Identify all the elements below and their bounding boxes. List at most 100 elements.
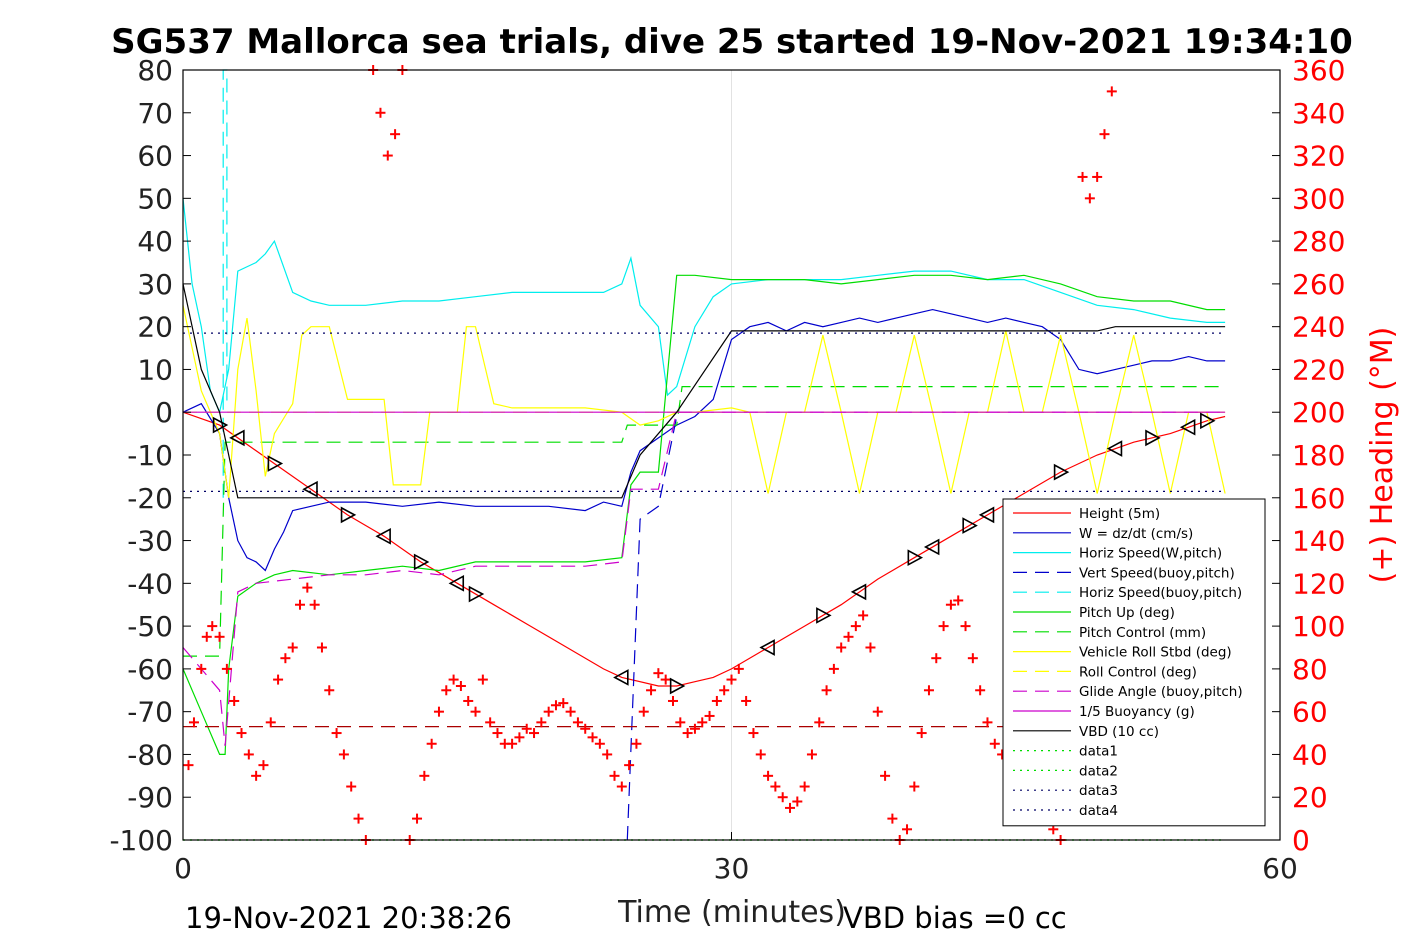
heading-point	[1099, 129, 1110, 140]
heading-point	[448, 674, 459, 685]
direction-marker	[1200, 412, 1216, 430]
right-axis: 3603403203002802602402202001801601401201…	[1272, 54, 1345, 857]
legend-label: Vert Speed(buoy,pitch)	[1079, 565, 1235, 581]
heading-point	[638, 706, 649, 717]
right-tick-label: 240	[1292, 311, 1345, 344]
heading-point	[214, 631, 225, 642]
legend-label: VBD (10 cc)	[1079, 724, 1159, 740]
plot-lines	[182, 69, 1226, 841]
heading-point	[441, 685, 452, 696]
heading-point	[938, 621, 949, 632]
left-tick-label: -40	[127, 567, 173, 600]
heading-point	[989, 738, 1000, 749]
heading-point	[280, 653, 291, 664]
heading-point	[382, 150, 393, 161]
direction-marker	[923, 538, 940, 556]
direction-marker	[1179, 418, 1196, 436]
footer-vbd-bias: VBD bias =0 cc	[843, 901, 1067, 935]
heading-point	[302, 582, 313, 593]
left-tick-label: -60	[127, 653, 173, 686]
right-tick-label: 140	[1292, 525, 1345, 558]
heading-point	[909, 781, 920, 792]
series-line-6	[183, 386, 1226, 657]
x-tick-label: 0	[174, 852, 192, 885]
heading-point	[1106, 86, 1117, 97]
heading-point	[624, 760, 635, 771]
x-tick-label: 30	[714, 852, 750, 885]
direction-markers	[212, 412, 1216, 695]
series-line-2	[182, 198, 1226, 415]
heading-point	[426, 738, 437, 749]
heading-point	[602, 749, 613, 760]
direction-marker	[907, 549, 924, 567]
heading-point	[463, 695, 474, 706]
heading-point	[1077, 171, 1088, 182]
right-tick-label: 300	[1292, 182, 1345, 215]
legend-label: Vehicle Roll Stbd (deg)	[1079, 645, 1232, 661]
heading-point	[229, 695, 240, 706]
direction-marker	[212, 416, 229, 434]
heading-point	[865, 642, 876, 653]
direction-marker	[850, 583, 867, 601]
heading-point	[324, 685, 335, 696]
heading-point	[858, 610, 869, 621]
right-tick-label: 280	[1292, 225, 1345, 258]
legend-label: Height (5m)	[1079, 506, 1160, 522]
heading-point	[295, 599, 306, 610]
heading-point	[485, 717, 496, 728]
heading-point	[433, 706, 444, 717]
heading-point	[543, 706, 554, 717]
heading-point	[814, 717, 825, 728]
heading-point	[785, 802, 796, 813]
heading-point	[529, 728, 540, 739]
heading-point	[763, 770, 774, 781]
heading-point	[609, 770, 620, 781]
left-tick-label: -20	[127, 482, 173, 515]
series-line-5	[182, 274, 1226, 756]
right-tick-label: 340	[1292, 97, 1345, 130]
heading-point	[689, 723, 700, 734]
heading-point	[390, 129, 401, 140]
direction-marker	[375, 527, 391, 545]
legend-box	[1002, 498, 1266, 827]
direction-marker	[759, 639, 775, 656]
chart-title: SG537 Mallorca sea trials, dive 25 start…	[111, 22, 1353, 62]
series-line-9	[182, 411, 1226, 746]
heading-point	[521, 723, 532, 734]
direction-marker	[413, 553, 430, 571]
heading-point	[982, 717, 993, 728]
heading-point	[587, 732, 598, 743]
heading-point	[975, 685, 986, 696]
direction-marker	[962, 517, 978, 534]
heading-point	[792, 796, 803, 807]
direction-marker	[669, 677, 686, 695]
right-tick-label: 320	[1292, 140, 1345, 173]
y-axis-label-right: (+) Heading (°M)	[1365, 327, 1400, 584]
heading-point	[353, 813, 364, 824]
heading-point	[653, 668, 664, 679]
heading-point	[470, 706, 481, 717]
heading-point	[850, 621, 861, 632]
heading-point	[675, 717, 686, 728]
heading-point	[872, 706, 883, 717]
legend: Height (5m) W = dz/dt (cm/s) Horiz Speed(W…	[1002, 498, 1266, 827]
legend-label: Pitch Control (mm)	[1079, 625, 1206, 641]
heading-point	[660, 674, 671, 685]
heading-point	[616, 781, 627, 792]
legend-label: Horiz Speed(W,pitch)	[1079, 546, 1222, 562]
heading-point	[733, 663, 744, 674]
heading-point	[748, 728, 759, 739]
heading-point	[558, 698, 569, 709]
right-tick-label: 60	[1292, 696, 1328, 729]
left-tick-label: -70	[127, 696, 173, 729]
legend-label: data3	[1079, 783, 1118, 799]
heading-point	[711, 695, 722, 706]
heading-point	[945, 599, 956, 610]
heading-point	[375, 107, 386, 118]
x-axis-label: Time (minutes)	[617, 895, 846, 930]
right-tick-label: 20	[1292, 781, 1328, 814]
legend-label: Pitch Up (deg)	[1079, 605, 1175, 621]
heading-point	[646, 685, 657, 696]
legend-label: data1	[1079, 744, 1118, 760]
heading-point	[806, 749, 817, 760]
